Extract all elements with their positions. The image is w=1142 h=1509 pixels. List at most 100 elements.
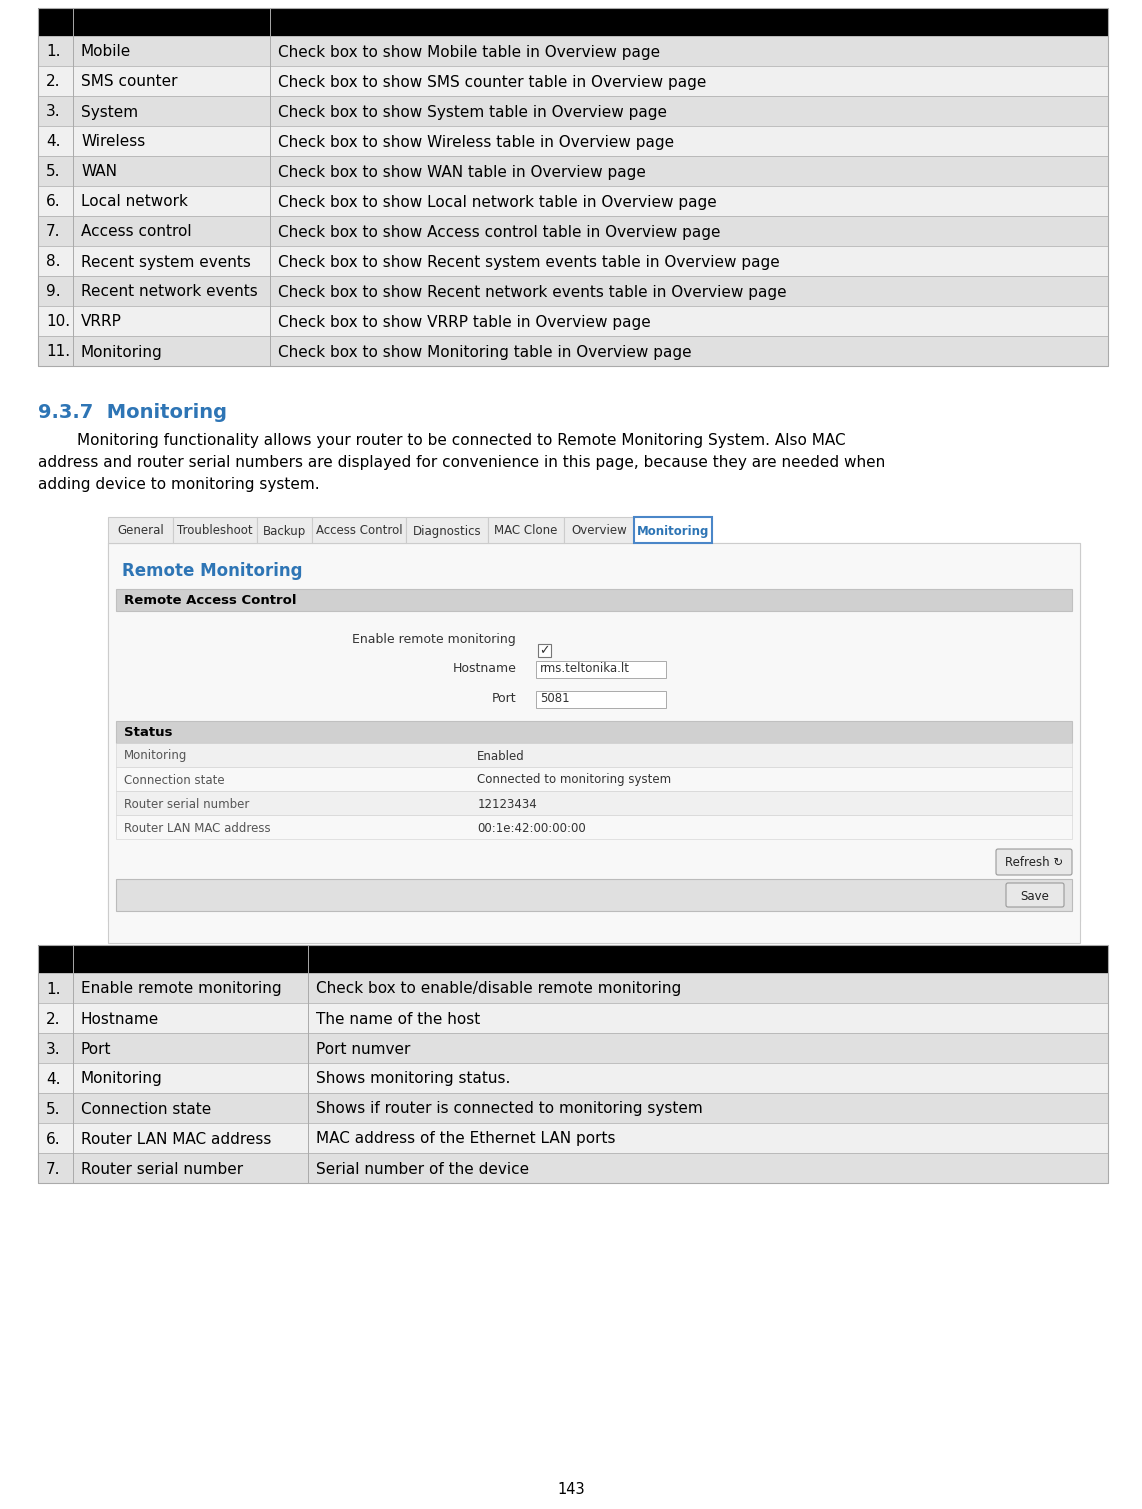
Bar [38,216,1108,246]
Text: 3.: 3. [46,1041,61,1056]
Bar [116,589,1072,611]
Bar [257,518,312,543]
Text: Monitoring: Monitoring [81,1071,163,1086]
Text: 6.: 6. [46,1132,61,1147]
Text: 5.: 5. [46,164,61,180]
Text: 2.: 2. [46,1011,61,1026]
Text: 2.: 2. [46,74,61,89]
Text: Overview: Overview [571,525,627,537]
Text: Backup: Backup [263,525,306,537]
FancyBboxPatch shape [996,850,1072,875]
Text: Serial number of the device: Serial number of the device [316,1162,529,1177]
Bar [172,518,257,543]
Bar [116,815,1072,839]
Bar [38,1153,1108,1183]
Text: Check box to show VRRP table in Overview page: Check box to show VRRP table in Overview… [278,314,651,329]
Text: 6.: 6. [46,195,61,210]
Bar [38,276,1108,306]
Bar [108,518,172,543]
Text: Enable remote monitoring: Enable remote monitoring [81,981,282,996]
Text: address and router serial numbers are displayed for convenience in this page, be: address and router serial numbers are di… [38,456,885,469]
Text: The name of the host: The name of the host [316,1011,481,1026]
Bar [116,767,1072,791]
Bar [536,661,666,678]
Text: MAC Clone: MAC Clone [494,525,557,537]
Bar [116,742,1072,767]
Text: Refresh ↻: Refresh ↻ [1005,857,1063,869]
Bar [564,518,634,543]
Bar [38,186,1108,216]
Text: Check box to show Mobile table in Overview page: Check box to show Mobile table in Overvi… [278,44,660,59]
Bar [38,1093,1108,1123]
Text: 7.: 7. [46,1162,61,1177]
Text: Check box to show WAN table in Overview page: Check box to show WAN table in Overview … [278,164,646,180]
Text: Monitoring: Monitoring [81,344,163,359]
Text: 143: 143 [557,1482,585,1497]
Bar [108,543,1080,920]
Text: Save: Save [1021,889,1049,902]
Text: 1.: 1. [46,981,61,996]
Bar [407,518,488,543]
Text: adding device to monitoring system.: adding device to monitoring system. [38,477,320,492]
Bar [38,1123,1108,1153]
Text: Hostname: Hostname [81,1011,159,1026]
Text: Recent network events: Recent network events [81,285,258,299]
Text: Check box to show Access control table in Overview page: Check box to show Access control table i… [278,225,721,240]
Text: Enabled: Enabled [477,750,525,762]
Text: Enable remote monitoring: Enable remote monitoring [353,632,516,646]
Text: General: General [118,525,163,537]
Text: Connection state: Connection state [124,774,225,786]
Bar [108,543,1080,943]
Bar [488,518,564,543]
Bar [116,791,1072,815]
Bar [38,36,1108,66]
Text: Access control: Access control [81,225,192,240]
Text: 5.: 5. [46,1102,61,1117]
Text: Connected to monitoring system: Connected to monitoring system [477,774,671,786]
Text: Access Control: Access Control [315,525,402,537]
Text: Remote Monitoring: Remote Monitoring [122,561,303,579]
Text: 10.: 10. [46,314,70,329]
Text: Monitoring: Monitoring [637,525,709,537]
Bar [38,8,1108,36]
Text: Shows if router is connected to monitoring system: Shows if router is connected to monitori… [316,1102,702,1117]
Text: Status: Status [124,726,172,739]
Bar [38,246,1108,276]
Text: SMS counter: SMS counter [81,74,177,89]
Bar [38,66,1108,97]
Text: Check box to show System table in Overview page: Check box to show System table in Overvi… [278,104,667,119]
Text: ✓: ✓ [539,644,549,656]
Text: 1.: 1. [46,44,61,59]
Bar [312,518,407,543]
Text: Recent system events: Recent system events [81,255,251,270]
Text: 3.: 3. [46,104,61,119]
Bar [38,1062,1108,1093]
Text: Remote Access Control: Remote Access Control [124,595,297,608]
Text: Check box to show SMS counter table in Overview page: Check box to show SMS counter table in O… [278,74,707,89]
Text: Check box to show Recent system events table in Overview page: Check box to show Recent system events t… [278,255,780,270]
Text: 7.: 7. [46,225,61,240]
Text: 8.: 8. [46,255,61,270]
Text: 4.: 4. [46,134,61,149]
Text: Check box to show Monitoring table in Overview page: Check box to show Monitoring table in Ov… [278,344,692,359]
Text: Port: Port [491,693,516,706]
Text: Port numver: Port numver [316,1041,410,1056]
Bar [538,644,550,656]
Text: Router serial number: Router serial number [124,797,249,810]
Text: Port: Port [81,1041,112,1056]
Text: 9.3.7  Monitoring: 9.3.7 Monitoring [38,403,227,423]
Text: Connection state: Connection state [81,1102,211,1117]
Text: Monitoring functionality allows your router to be connected to Remote Monitoring: Monitoring functionality allows your rou… [38,433,845,448]
Bar [536,691,666,708]
Bar [38,1034,1108,1062]
Text: Router serial number: Router serial number [81,1162,243,1177]
Bar [38,8,1108,367]
Bar [38,973,1108,1003]
Text: System: System [81,104,138,119]
Text: Check box to show Recent network events table in Overview page: Check box to show Recent network events … [278,285,787,299]
Text: Check box to show Local network table in Overview page: Check box to show Local network table in… [278,195,717,210]
FancyBboxPatch shape [1006,883,1064,907]
Bar [116,721,1072,742]
Text: 9.: 9. [46,285,61,299]
Bar [38,97,1108,125]
